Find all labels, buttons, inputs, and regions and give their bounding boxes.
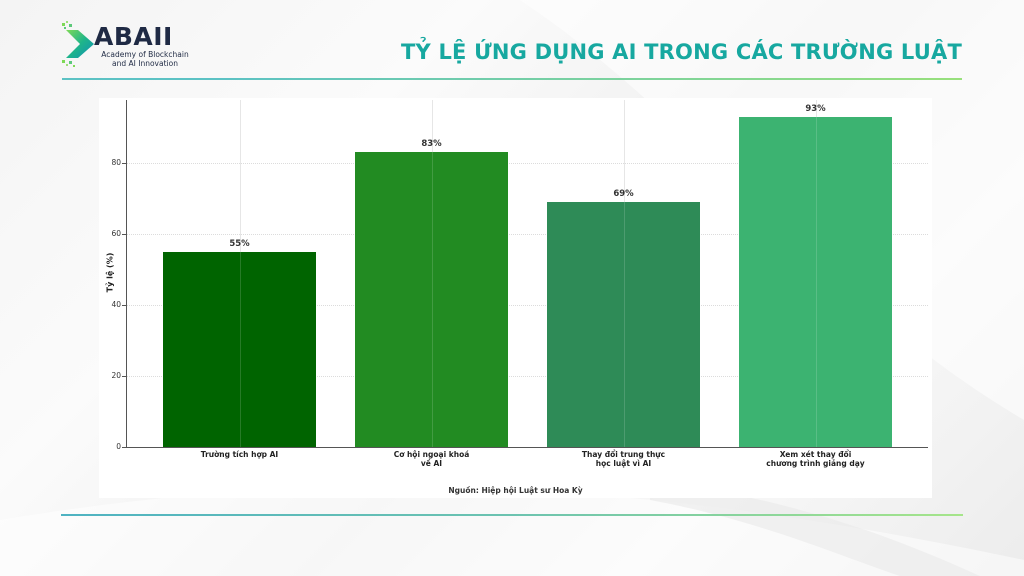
x-tick-label: Trường tích hợp AI (200, 450, 279, 459)
source-note: Nguồn: Hiệp hội Luật sư Hoa Kỳ (448, 486, 583, 495)
y-axis-label: Tỷ lệ (%) (105, 252, 115, 293)
plot-area: Tỷ lệ (%) 0 20 40 60 80 55% Trường tích hợp AI… (99, 98, 932, 498)
gridline-h (127, 234, 928, 235)
y-tick-label: 80 (111, 158, 121, 167)
y-tick-mark (122, 447, 126, 448)
gridline-h (127, 163, 928, 164)
y-axis (126, 100, 127, 447)
y-tick-mark (122, 305, 126, 306)
gridline-h (127, 305, 928, 306)
gridline-h (127, 376, 928, 377)
x-axis (126, 447, 928, 448)
header-divider-right (222, 78, 962, 80)
bar-gridline (623, 202, 625, 447)
y-tick-mark (122, 234, 126, 235)
x-tick-label: Cơ hội ngoại khoá về AI (393, 450, 470, 468)
x-tick-label: Xem xét thay đổi chương trình giảng dạy (766, 450, 865, 468)
bar-2 (355, 152, 508, 447)
logo-subtitle-line1: Academy of Blockchain (101, 50, 189, 59)
bar-value-label: 55% (229, 238, 250, 249)
bar-value-label: 83% (421, 139, 442, 150)
y-tick-mark (122, 376, 126, 377)
logo-subtitle: Academy of Blockchain and AI Innovation (90, 50, 200, 68)
slide-title: TỶ LỆ ỨNG DỤNG AI TRONG CÁC TRƯỜNG LUẬT (401, 40, 962, 64)
abaii-logo: ABAII Academy of Blockchain and AI Innov… (60, 20, 220, 70)
logo-subtitle-line2: and AI Innovation (112, 58, 178, 68)
x-tick-label: Thay đổi trung thực học luật vì AI (581, 450, 666, 468)
logo-chevron-icon (62, 21, 94, 67)
footer-divider (61, 514, 963, 516)
logo-name: ABAII (94, 22, 173, 51)
y-tick-label: 60 (111, 229, 121, 238)
bar-value-label: 69% (613, 189, 634, 200)
bar-4 (739, 116, 892, 447)
bar-gridline (815, 116, 817, 447)
bar-value-label: 93% (805, 103, 826, 114)
y-tick-label: 40 (111, 300, 121, 309)
bar-1 (163, 251, 316, 447)
y-tick-mark (122, 163, 126, 164)
bar-gridline (239, 251, 241, 447)
bar-gridline (431, 152, 433, 447)
chart-panel: Tỷ lệ (%) 0 20 40 60 80 55% Trường tích hợp AI… (99, 98, 932, 498)
y-tick-label: 20 (111, 371, 121, 380)
bar-3 (547, 202, 700, 447)
y-tick-label: 0 (116, 442, 121, 451)
header-divider-left (62, 78, 222, 80)
